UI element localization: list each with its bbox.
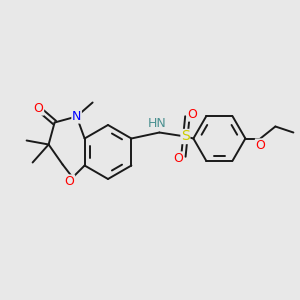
Text: O: O [173,152,183,165]
Text: O: O [65,175,75,188]
Text: O: O [188,108,197,121]
Text: O: O [34,102,44,115]
Text: O: O [255,139,265,152]
Text: HN: HN [148,117,167,130]
Text: S: S [181,130,190,143]
Text: N: N [72,110,81,123]
